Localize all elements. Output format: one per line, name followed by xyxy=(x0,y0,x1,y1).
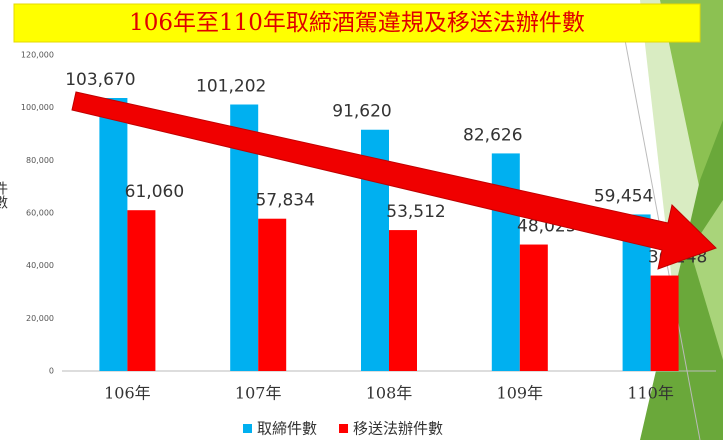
x-tick-label: 108年 xyxy=(366,384,413,403)
y-tick-label: 0 xyxy=(49,367,54,376)
data-label: 53,512 xyxy=(386,202,445,222)
y-tick-label: 100,000 xyxy=(21,103,54,112)
title-banner xyxy=(13,3,701,43)
data-label: 101,202 xyxy=(196,77,266,97)
chart-title: 106年至110年取締酒駕違規及移送法辦件數 xyxy=(129,10,585,36)
data-label: 82,626 xyxy=(463,125,522,145)
x-tick-label: 109年 xyxy=(497,384,544,403)
legend-label: 取締件數 xyxy=(257,420,317,438)
bar xyxy=(389,230,417,371)
y-tick-label: 40,000 xyxy=(26,261,54,270)
bar xyxy=(127,210,156,371)
bar xyxy=(650,275,679,371)
data-label: 103,670 xyxy=(65,70,135,90)
data-label: 61,060 xyxy=(125,182,184,202)
data-label: 91,620 xyxy=(332,102,391,122)
y-axis-label: 件數 xyxy=(0,181,8,209)
bar xyxy=(258,218,287,371)
legend-label: 移送法辦件數 xyxy=(353,420,443,438)
legend-swatch xyxy=(243,424,252,433)
y-tick-label: 20,000 xyxy=(26,314,54,323)
y-tick-label: 120,000 xyxy=(21,51,54,60)
trend-arrow xyxy=(71,91,717,270)
legend-swatch xyxy=(339,424,349,433)
bar xyxy=(99,98,128,372)
x-tick-label: 106年 xyxy=(104,384,151,403)
data-label: 57,834 xyxy=(255,191,314,211)
bar xyxy=(519,244,548,371)
x-tick-label: 107年 xyxy=(235,384,282,403)
y-tick-label: 60,000 xyxy=(26,209,54,218)
x-tick-label: 110年 xyxy=(627,384,674,403)
y-tick-label: 80,000 xyxy=(26,156,54,165)
data-label: 59,454 xyxy=(594,186,653,206)
